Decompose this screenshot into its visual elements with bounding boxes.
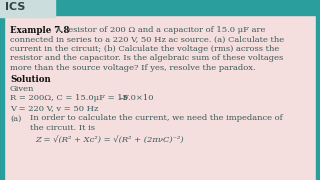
Bar <box>0 0 55 17</box>
Text: resistor and the capacitor. Is the algebraic sum of these voltages: resistor and the capacitor. Is the algeb… <box>10 55 283 62</box>
Text: Solution: Solution <box>10 75 51 84</box>
Text: connected in series to a 220 V, 50 Hz ac source. (a) Calculate the: connected in series to a 220 V, 50 Hz ac… <box>10 35 284 44</box>
Text: more than the source voltage? If yes, resolve the paradox.: more than the source voltage? If yes, re… <box>10 64 256 72</box>
Text: In order to calculate the current, we need the impedance of: In order to calculate the current, we ne… <box>30 114 283 123</box>
Text: Given: Given <box>10 85 34 93</box>
Text: A resistor of 200 Ω and a capacitor of 15.0 μF are: A resistor of 200 Ω and a capacitor of 1… <box>53 26 265 34</box>
Bar <box>0 15 4 180</box>
Text: Example 7.8: Example 7.8 <box>10 26 69 35</box>
Text: Z = √(R² + Xᴄ²) = √(R² + (2πνC)⁻²): Z = √(R² + Xᴄ²) = √(R² + (2πνC)⁻²) <box>35 136 184 143</box>
Text: F: F <box>123 94 129 102</box>
Text: the circuit. It is: the circuit. It is <box>30 124 95 132</box>
Text: ICS: ICS <box>5 2 25 12</box>
Text: (a): (a) <box>10 114 21 123</box>
Text: current in the circuit; (b) Calculate the voltage (rms) across the: current in the circuit; (b) Calculate th… <box>10 45 279 53</box>
Text: R = 200Ω, C = 15.0μF = 15.0×10: R = 200Ω, C = 15.0μF = 15.0×10 <box>10 94 154 102</box>
Bar <box>0 0 320 15</box>
Bar <box>316 15 320 180</box>
Text: V = 220 V, v = 50 Hz: V = 220 V, v = 50 Hz <box>10 104 98 112</box>
Text: −5: −5 <box>118 96 127 102</box>
